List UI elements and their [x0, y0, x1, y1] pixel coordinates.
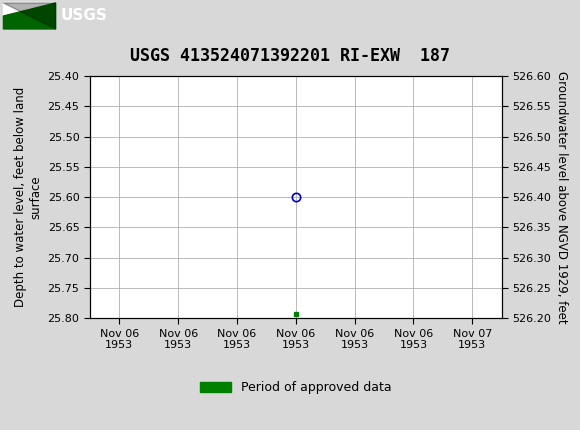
Y-axis label: Depth to water level, feet below land
surface: Depth to water level, feet below land su…	[14, 87, 42, 307]
Legend: Period of approved data: Period of approved data	[195, 376, 397, 399]
Text: USGS 413524071392201 RI-EXW  187: USGS 413524071392201 RI-EXW 187	[130, 47, 450, 65]
Y-axis label: Groundwater level above NGVD 1929, feet: Groundwater level above NGVD 1929, feet	[554, 71, 568, 323]
Text: USGS: USGS	[61, 8, 108, 23]
FancyBboxPatch shape	[3, 3, 55, 28]
